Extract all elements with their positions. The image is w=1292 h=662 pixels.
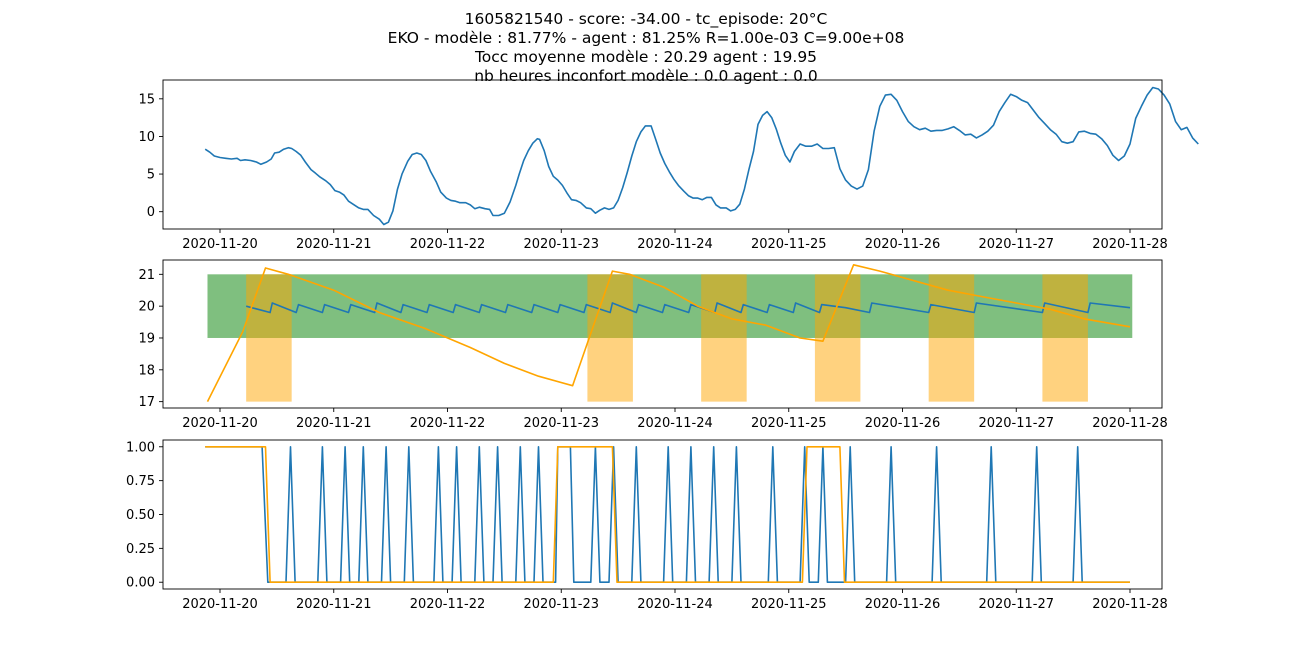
- occupancy-period-0: [246, 274, 292, 402]
- occupancy-period-5: [1042, 274, 1088, 402]
- y-tick-label: 15: [138, 92, 155, 107]
- series-line-1: [206, 264, 1131, 402]
- panel-outdoor: 2020-11-20 2020-11-21 2020-11-22 2020-11-23…: [138, 79, 1199, 252]
- series-line-0: [205, 446, 1130, 583]
- panel-command: 2020-11-20 2020-11-21 2020-11-22 2020-11-23…: [126, 439, 1168, 612]
- x-tick-label: 2020-11-20: [182, 597, 258, 612]
- occupancy-period-4: [928, 274, 975, 402]
- x-tick-label: 2020-11-23: [523, 237, 599, 252]
- y-tick-label: 0.50: [126, 508, 155, 523]
- x-tick-label: 2020-11-25: [751, 237, 827, 252]
- y-tick-label: 10: [138, 130, 155, 145]
- x-tick-label: 2020-11-27: [978, 237, 1054, 252]
- y-tick-label: 0.00: [126, 576, 155, 591]
- y-tick-label: 5: [147, 168, 155, 183]
- x-tick-label: 2020-11-28: [1092, 597, 1168, 612]
- x-tick-label: 2020-11-20: [182, 237, 258, 252]
- panel-indoor: 2020-11-20 2020-11-21 2020-11-22 2020-11-23…: [138, 259, 1168, 431]
- x-tick-label: 2020-11-26: [865, 416, 941, 431]
- series-line-0: [204, 86, 1199, 226]
- x-tick-label: 2020-11-21: [296, 416, 372, 431]
- x-tick-label: 2020-11-24: [637, 237, 713, 252]
- x-tick-label: 2020-11-28: [1092, 416, 1168, 431]
- x-tick-label: 2020-11-23: [523, 597, 599, 612]
- y-tick-label: 0.25: [126, 542, 155, 557]
- plot-frame: [162, 79, 1163, 230]
- x-tick-label: 2020-11-25: [751, 416, 827, 431]
- y-tick-label: 0.75: [126, 474, 155, 489]
- x-tick-label: 2020-11-26: [865, 237, 941, 252]
- x-tick-label: 2020-11-27: [978, 416, 1054, 431]
- y-tick-label: 0: [147, 205, 155, 220]
- y-tick-label: 21: [138, 268, 155, 283]
- occupancy-period-2: [701, 274, 747, 402]
- plot-frame: [162, 259, 1163, 409]
- x-tick-label: 2020-11-24: [637, 597, 713, 612]
- x-tick-label: 2020-11-26: [865, 597, 941, 612]
- y-tick-label: 20: [138, 300, 155, 315]
- chart-title-line-3: Tocc moyenne modèle : 20.29 agent : 19.9…: [474, 48, 818, 66]
- x-tick-label: 2020-11-27: [978, 597, 1054, 612]
- chart-title-line-4: nb heures inconfort modèle : 0.0 agent :…: [474, 67, 818, 85]
- x-tick-label: 2020-11-21: [296, 597, 372, 612]
- occupancy-period-1: [587, 274, 633, 402]
- x-tick-label: 2020-11-22: [410, 597, 486, 612]
- x-tick-label: 2020-11-25: [751, 597, 827, 612]
- chart-title-line-1: 1605821540 - score: -34.00 - tc_episode:…: [464, 10, 828, 28]
- y-tick-label: 19: [138, 331, 155, 346]
- series-line-1: [205, 446, 1130, 583]
- x-tick-label: 2020-11-21: [296, 237, 372, 252]
- chart-title-line-2: EKO - modèle : 81.77% - agent : 81.25% R…: [387, 29, 905, 47]
- x-tick-label: 2020-11-24: [637, 416, 713, 431]
- series-line-0: [245, 302, 1131, 314]
- x-tick-label: 2020-11-23: [523, 416, 599, 431]
- x-tick-label: 2020-11-28: [1092, 237, 1168, 252]
- y-tick-label: 1.00: [126, 440, 155, 455]
- x-tick-label: 2020-11-20: [182, 416, 258, 431]
- y-tick-label: 17: [138, 395, 155, 410]
- x-tick-label: 2020-11-22: [410, 237, 486, 252]
- y-tick-label: 18: [138, 363, 155, 378]
- plot-frame: [162, 439, 1163, 590]
- x-tick-label: 2020-11-22: [410, 416, 486, 431]
- occupancy-period-3: [814, 274, 861, 402]
